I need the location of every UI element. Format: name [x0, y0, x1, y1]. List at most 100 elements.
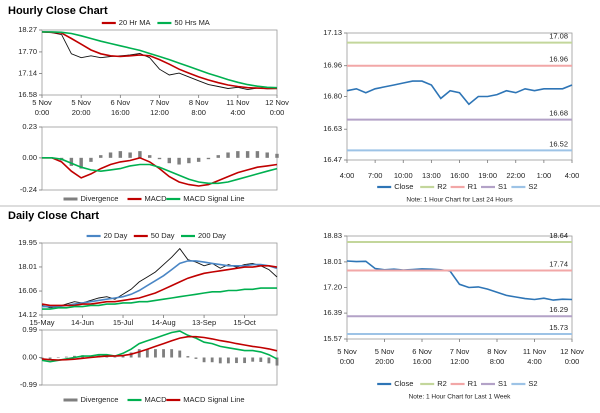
- x-tick-label: 15-May: [29, 318, 54, 327]
- x-tick-label: 5 Nov 0:00: [337, 347, 357, 366]
- legend-label: 200 Day: [198, 231, 226, 240]
- divergence-bar: [145, 349, 149, 358]
- x-tick-label: 13-Sep: [192, 318, 216, 327]
- divergence-bar: [235, 357, 238, 364]
- legend-label: Close: [394, 379, 413, 388]
- divergence-bar: [210, 357, 214, 363]
- plot-frame: [346, 32, 573, 161]
- divergence-bar: [206, 157, 211, 160]
- x-tick-label: 6 Nov 16:00: [412, 347, 432, 366]
- legend-label: R1: [468, 379, 478, 388]
- x-tick-label: 10:00: [394, 171, 413, 180]
- divergence-bar: [226, 152, 230, 158]
- series-line: [42, 31, 278, 89]
- x-tick-label: 22:00: [506, 171, 525, 180]
- pivot-label: 16.68: [549, 109, 568, 118]
- plot-frame: [346, 235, 573, 340]
- divergence-bar: [162, 349, 165, 358]
- x-tick-label: 14-Aug: [151, 318, 175, 327]
- divergence-bar: [267, 357, 271, 364]
- series-line: [42, 260, 278, 308]
- pivot-label: 16.52: [549, 139, 568, 148]
- y-tick-label: 16.06: [18, 286, 37, 295]
- x-tick-label: 7 Nov 12:00: [150, 98, 170, 117]
- series-line: [346, 80, 573, 106]
- x-tick-label: 14-Jun: [71, 318, 94, 327]
- divergence-bar: [113, 357, 117, 358]
- section-title: Daily Close Chart: [8, 210, 99, 222]
- x-tick-label: 7 Nov 12:00: [450, 347, 470, 366]
- y-tick-label: 17.20: [323, 282, 342, 291]
- series-line: [346, 260, 573, 301]
- divergence-bar: [40, 357, 44, 359]
- pivot-label: 15.73: [549, 323, 568, 332]
- legend-label: R1: [468, 182, 478, 191]
- legend-label: Divergence: [81, 194, 119, 203]
- x-tick-label: 12 Nov 0:00: [265, 98, 289, 117]
- divergence-bar: [275, 153, 279, 158]
- x-tick-label: 16:00: [450, 171, 469, 180]
- legend-label: R2: [437, 182, 447, 191]
- divergence-bar: [218, 357, 222, 364]
- pivot-label: 16.96: [549, 55, 568, 64]
- y-tick-label: 16.80: [323, 91, 342, 100]
- divergence-bar: [216, 155, 220, 158]
- legend-label: MACD Signal Line: [183, 395, 244, 404]
- y-tick-label: 16.96: [323, 61, 342, 70]
- y-tick-label: 16.47: [323, 155, 342, 164]
- y-tick-label: 0.99: [22, 325, 37, 334]
- plot-frame: [41, 242, 278, 316]
- divergence-bar: [245, 151, 250, 158]
- divergence-bar: [170, 349, 174, 358]
- series-line: [42, 157, 278, 185]
- x-tick-label: 11 Nov 4:00: [523, 347, 546, 366]
- divergence-bar: [99, 155, 103, 158]
- legend-swatch: [63, 398, 78, 402]
- x-tick-label: 15-Jul: [113, 318, 134, 327]
- y-tick-label: 15.57: [323, 334, 342, 343]
- y-tick-label: 0.23: [22, 122, 37, 131]
- divergence-bar: [167, 157, 172, 164]
- y-tick-label: -0.24: [20, 185, 37, 194]
- legend-label: R2: [437, 379, 447, 388]
- x-tick-label: 19:00: [478, 171, 497, 180]
- x-tick-label: 5 Nov 20:00: [375, 347, 395, 366]
- divergence-bar: [157, 157, 162, 160]
- divergence-bar: [154, 349, 157, 358]
- y-tick-label: 16.63: [323, 124, 342, 133]
- y-tick-label: 18.27: [18, 25, 37, 34]
- divergence-bar: [187, 157, 191, 164]
- y-tick-label: 16.58: [18, 90, 37, 99]
- legend-label: Close: [394, 182, 413, 191]
- y-tick-label: 17.70: [18, 47, 37, 56]
- y-tick-label: 18.01: [323, 257, 342, 266]
- divergence-bar: [236, 151, 240, 158]
- y-tick-label: -0.99: [20, 380, 37, 389]
- plot-frame: [41, 29, 278, 96]
- x-tick-label: 4:00: [565, 171, 580, 180]
- legend-label: S2: [528, 182, 537, 191]
- divergence-bar: [186, 356, 190, 358]
- divergence-bar: [147, 155, 152, 158]
- x-tick-label: 15-Oct: [233, 318, 256, 327]
- y-tick-label: 0.00: [22, 352, 37, 361]
- divergence-bar: [118, 151, 123, 158]
- divergence-bar: [259, 357, 263, 362]
- y-tick-label: 18.83: [323, 231, 342, 240]
- divergence-bar: [138, 151, 142, 158]
- divergence-bar: [72, 355, 76, 358]
- divergence-bar: [108, 152, 113, 158]
- divergence-bar: [243, 357, 247, 364]
- x-tick-label: 11 Nov 4:00: [226, 98, 249, 117]
- x-tick-label: 8 Nov 8:00: [487, 347, 507, 366]
- section-title: Hourly Close Chart: [8, 5, 108, 17]
- divergence-bar: [265, 152, 269, 158]
- y-tick-label: 19.95: [18, 238, 37, 247]
- y-tick-label: 17.13: [323, 28, 342, 37]
- x-tick-label: 12 Nov 0:00: [560, 347, 584, 366]
- divergence-bar: [79, 157, 83, 169]
- x-tick-label: 6 Nov 16:00: [111, 98, 131, 117]
- series-line: [41, 31, 277, 90]
- divergence-bar: [48, 357, 52, 360]
